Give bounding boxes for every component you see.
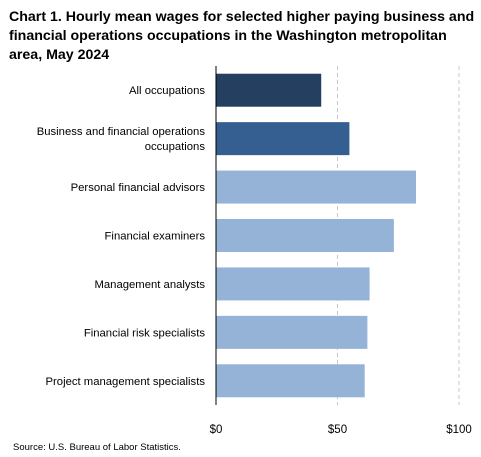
category-label-0: All occupations	[129, 85, 205, 97]
chart-title: Chart 1. Hourly mean wages for selected …	[9, 9, 475, 63]
x-tick-label-0: $0	[210, 424, 223, 436]
category-label-2: Personal financial advisors	[71, 182, 206, 194]
bar-5	[216, 315, 368, 349]
source-note: Source: U.S. Bureau of Labor Statistics.	[13, 442, 181, 453]
bar-2	[216, 170, 416, 204]
category-label-1: Business and financial operations occupat…	[37, 126, 206, 153]
bar-6	[216, 364, 365, 398]
category-label-3: Financial examiners	[105, 231, 206, 243]
x-tick-label-2: $100	[446, 424, 472, 436]
bar-0	[216, 73, 322, 107]
category-label-5: Financial risk specialists	[84, 327, 206, 339]
bar-1	[216, 122, 350, 156]
category-label-4: Management analysts	[94, 279, 205, 291]
bar-3	[216, 219, 394, 252]
category-label-6: Project management specialists	[46, 376, 206, 388]
bar-4	[216, 267, 370, 301]
x-tick-label-1: $50	[328, 424, 347, 436]
